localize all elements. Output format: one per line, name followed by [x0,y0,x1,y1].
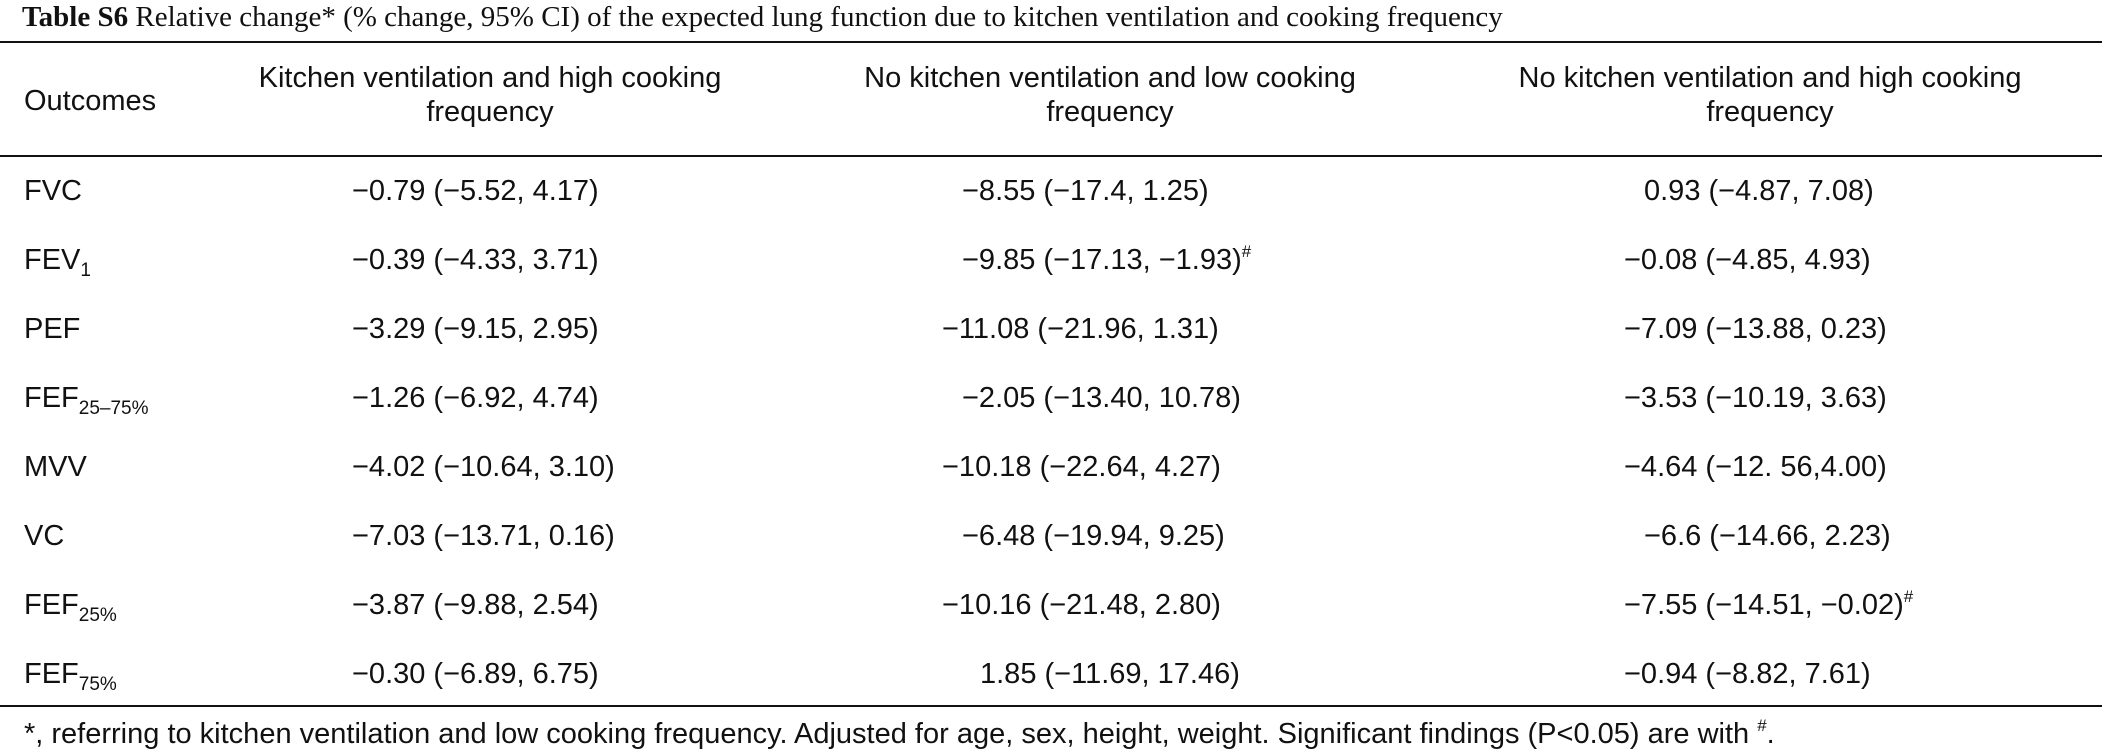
table-row: FVC −0.79 (−5.52, 4.17) −8.55 (−17.4, 1.… [0,158,2102,227]
footnote-text: *, referring to kitchen ventilation and … [24,718,1758,750]
value-col2: −11.08 (−21.96, 1.31) [942,313,1219,345]
table-row: FEF75% −0.30 (−6.89, 6.75) 1.85 (−11.69,… [0,641,2102,710]
header-col3: No kitchen ventilation and high cooking … [1450,55,2090,135]
value-col3: −7.55 (−14.51, −0.02)# [1624,587,1914,621]
bottom-rule [0,705,2102,707]
value-col1: −0.79 (−5.52, 4.17) [352,175,599,207]
value-col2: −9.85 (−17.13, −1.93)# [962,242,1252,276]
table-row: MVV −4.02 (−10.64, 3.10) −10.18 (−22.64,… [0,434,2102,503]
top-rule [0,41,2102,43]
value-col1: −3.87 (−9.88, 2.54) [352,589,599,621]
header-col2: No kitchen ventilation and low cooking f… [800,55,1420,135]
header-col1-line1: Kitchen ventilation and high cooking [258,62,722,94]
value-col2: −2.05 (−13.40, 10.78) [962,382,1241,414]
value-col2: −10.16 (−21.48, 2.80) [942,589,1221,621]
header-col1-line2: frequency [426,96,554,128]
outcome-label: MVV [24,451,87,483]
table-title: Relative change* (% change, 95% CI) of t… [128,1,1503,33]
header-col2-line1: No kitchen ventilation and low cooking [864,62,1356,94]
outcome-label: FEF75% [24,658,117,695]
value-col3: −0.94 (−8.82, 7.61) [1624,658,1871,690]
value-col2: −10.18 (−22.64, 4.27) [942,451,1221,483]
value-col2: −6.48 (−19.94, 9.25) [962,520,1225,552]
outcome-label: FEF25% [24,589,117,626]
outcome-label: FEV1 [24,244,91,281]
header-col3-line2: frequency [1706,96,1834,128]
value-col2: −8.55 (−17.4, 1.25) [962,175,1209,207]
table-footnote: *, referring to kitchen ventilation and … [24,716,1775,752]
value-col1: −0.39 (−4.33, 3.71) [352,244,599,276]
header-col2-line2: frequency [1046,96,1174,128]
value-col2: 1.85 (−11.69, 17.46) [980,658,1240,690]
table-row: FEF25% −3.87 (−9.88, 2.54) −10.16 (−21.4… [0,572,2102,641]
value-col1: −4.02 (−10.64, 3.10) [352,451,615,483]
value-col3: −6.6 (−14.66, 2.23) [1644,520,1891,552]
outcome-label: VC [24,520,65,552]
header-rule [0,155,2102,157]
value-col3: −3.53 (−10.19, 3.63) [1624,382,1887,414]
value-col3: −7.09 (−13.88, 0.23) [1624,313,1887,345]
header-col1: Kitchen ventilation and high cooking fre… [200,55,780,135]
table-caption: Table S6 Relative change* (% change, 95%… [22,0,2092,40]
table-row: PEF −3.29 (−9.15, 2.95) −11.08 (−21.96, … [0,296,2102,365]
outcome-label: PEF [24,313,81,345]
value-col3: 0.93 (−4.87, 7.08) [1644,175,1874,207]
table-row: VC −7.03 (−13.71, 0.16) −6.48 (−19.94, 9… [0,503,2102,572]
value-col1: −3.29 (−9.15, 2.95) [352,313,599,345]
value-col1: −1.26 (−6.92, 4.74) [352,382,599,414]
footnote-mark: # [1757,716,1767,735]
value-col3: −4.64 (−12. 56,4.00) [1624,451,1887,483]
value-col1: −7.03 (−13.71, 0.16) [352,520,615,552]
table-row: FEF25–75% −1.26 (−6.92, 4.74) −2.05 (−13… [0,365,2102,434]
outcome-label: FVC [24,175,82,207]
table-row: FEV1 −0.39 (−4.33, 3.71) −9.85 (−17.13, … [0,227,2102,296]
value-col1: −0.30 (−6.89, 6.75) [352,658,599,690]
header-col3-line1: No kitchen ventilation and high cooking [1518,62,2022,94]
header-outcomes: Outcomes [24,85,157,117]
footnote-end: . [1766,718,1775,750]
value-col3: −0.08 (−4.85, 4.93) [1624,244,1871,276]
table-label: Table S6 [22,1,129,33]
outcome-label: FEF25–75% [24,382,149,419]
